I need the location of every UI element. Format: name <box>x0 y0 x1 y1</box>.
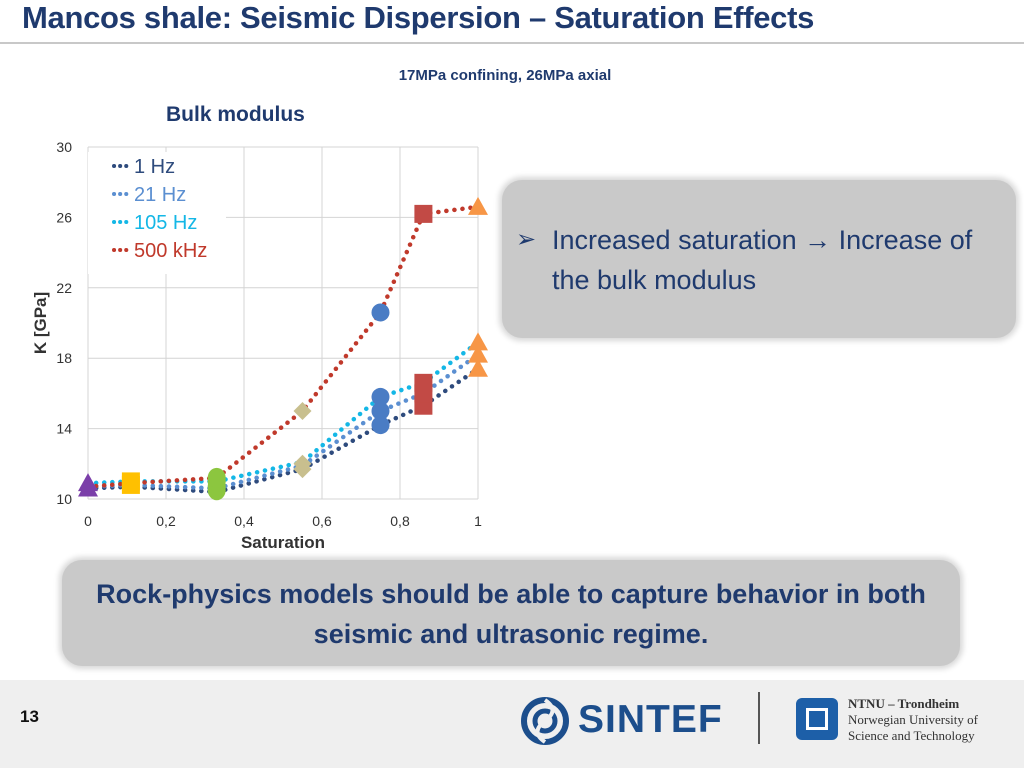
y-tick-label: 10 <box>56 491 72 507</box>
y-axis-label: K [GPa] <box>31 292 50 354</box>
marker-circle <box>371 402 390 420</box>
marker-ellipse <box>207 467 226 488</box>
conclusion-box: Rock-physics models should be able to ca… <box>62 560 960 666</box>
legend-label: 21 Hz <box>134 184 186 206</box>
x-tick-label: 0,4 <box>234 513 254 529</box>
sintef-logo-icon <box>521 697 569 745</box>
marker-diamond <box>293 402 312 420</box>
marker-diamond <box>293 454 312 473</box>
ntnu-wordmark: NTNU – Trondheim Norwegian University of… <box>848 696 978 744</box>
marker-triangle <box>78 473 98 492</box>
footer-bar: 13 SINTEF NTNU – Trondheim Norwegian Uni… <box>0 680 1024 768</box>
bulk-modulus-chart: 0 0,2 0,4 0,6 0,8 1 10 14 18 22 26 30 Saturation K [G… <box>31 139 488 552</box>
callout-text: Increased saturation → Increase of the b… <box>552 225 973 295</box>
y-tick-label: 30 <box>56 139 72 155</box>
x-tick-label: 0,8 <box>390 513 410 529</box>
slide-subtitle: 17MPa confining, 26MPa axial <box>398 67 612 84</box>
ntnu-line-1: NTNU – Trondheim <box>848 696 960 711</box>
marker-triangle <box>468 196 488 215</box>
marker-triangle <box>468 344 488 363</box>
ntnu-line-2: Norwegian University of <box>848 712 978 727</box>
legend-label: 1 Hz <box>134 156 175 178</box>
callout-box: ➢ Increased saturation → Increase of the… <box>502 180 1016 338</box>
slide-title: Mancos shale: Seismic Dispersion – Satur… <box>22 0 815 35</box>
legend-label: 105 Hz <box>134 212 197 234</box>
marker-square <box>414 373 433 392</box>
marker-circle <box>371 387 390 406</box>
sintef-wordmark: SINTEF <box>578 698 723 741</box>
marker-triangle <box>468 332 488 351</box>
x-tick-label: 0,6 <box>312 513 332 529</box>
y-tick-label: 14 <box>56 421 72 437</box>
marker-square <box>414 204 433 223</box>
legend-background <box>88 152 226 274</box>
x-axis-label: Saturation <box>241 533 325 552</box>
marker-square <box>121 472 140 491</box>
x-tick-label: 1 <box>474 513 482 529</box>
chart-heading: Bulk modulus <box>166 103 305 126</box>
arrow-bullet-icon: ➢ <box>516 226 537 253</box>
y-tick-label: 22 <box>56 280 72 296</box>
marker-circle <box>371 303 390 322</box>
marker-circle <box>371 416 390 435</box>
ntnu-line-3: Science and Technology <box>848 728 975 743</box>
logo-divider <box>758 692 760 744</box>
marker-triangle <box>468 358 488 377</box>
page-number: 13 <box>20 707 39 726</box>
x-tick-label: 0,2 <box>156 513 176 529</box>
title-divider <box>0 42 1024 44</box>
conclusion-text: Rock-physics models should be able to ca… <box>96 579 926 649</box>
y-tick-label: 26 <box>56 209 72 225</box>
ntnu-logo-icon <box>796 698 838 740</box>
legend-label: 500 kHz <box>134 240 207 262</box>
y-tick-label: 18 <box>56 350 72 366</box>
x-tick-label: 0 <box>84 513 92 529</box>
